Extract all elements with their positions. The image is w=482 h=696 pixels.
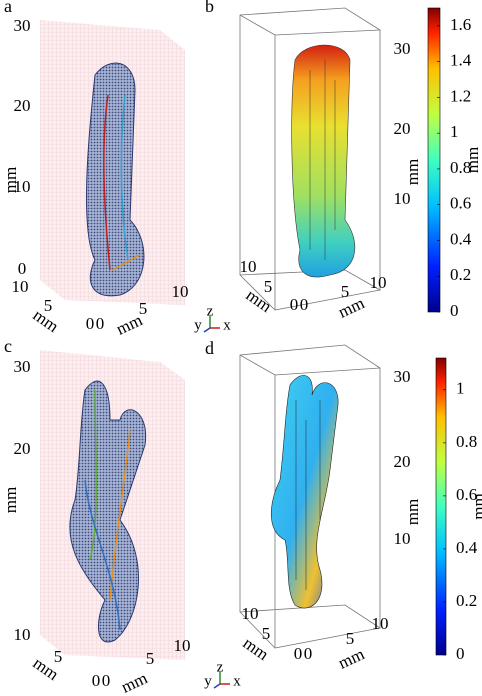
x-tick-label: 5 [139, 299, 148, 318]
colorbar-tick-label: 0.2 [456, 591, 477, 610]
x-tick-label: 0 [304, 644, 313, 663]
y-tick-label: 0 [290, 295, 299, 314]
x-tick-label: 0 [102, 671, 111, 690]
colorbar-label: mm [463, 147, 482, 173]
panel-d-surface [239, 344, 381, 649]
triad-label: y [194, 317, 202, 333]
triad-label: x [223, 317, 231, 333]
x-tick-label: 0 [300, 295, 309, 314]
y-tick-label: 10 [240, 257, 257, 276]
colorbar-label: mm [469, 493, 482, 519]
y-tick-label: 10 [12, 277, 29, 296]
colorbar-tick-label: 0.6 [456, 485, 477, 504]
colorbar-tick-label: 0 [456, 644, 465, 663]
y-tick-label: 0 [86, 314, 95, 333]
z-axis-label: mm [1, 167, 20, 193]
panel-label: b [205, 0, 214, 16]
colorbar-tick-label: 0.8 [450, 158, 471, 177]
x-axis-label: mm [335, 644, 367, 672]
x-tick-label: 0 [96, 314, 105, 333]
triad-axis [213, 683, 221, 689]
panel-c-volume [40, 350, 185, 660]
z-tick-label: 10 [394, 529, 411, 548]
z-tick-label: 30 [14, 357, 31, 376]
colorbar-tick-label: 0 [450, 301, 459, 320]
z-tick-label: 20 [14, 439, 31, 458]
x-axis-label: mm [118, 668, 150, 696]
z-tick-label: 20 [14, 96, 31, 115]
z-tick-label: 30 [14, 16, 31, 35]
x-tick-label: 5 [346, 629, 355, 648]
colorbar-tick-label: 0.8 [456, 432, 477, 451]
x-tick-label: 10 [172, 282, 189, 301]
z-tick-label: 30 [394, 367, 411, 386]
z-axis-label: mm [403, 499, 422, 525]
panel-label: c [4, 336, 12, 356]
y-tick-label: 5 [44, 296, 53, 315]
z-tick-label: 0 [18, 259, 27, 278]
panel-b-surface [239, 7, 381, 311]
colorbar [427, 7, 441, 313]
colorbar-tick-label: 1.4 [450, 51, 472, 70]
y-tick-label: 10 [14, 625, 31, 644]
x-tick-label: 5 [146, 649, 155, 668]
colorbar-tick-label: 0.4 [450, 229, 472, 248]
triad-label: y [204, 673, 212, 689]
colorbar-tick-label: 1.6 [450, 15, 471, 34]
triad-label: z [207, 303, 214, 319]
z-tick-label: 20 [394, 452, 411, 471]
z-tick-label: 10 [14, 177, 31, 196]
y-axis-label: mm [30, 305, 63, 336]
y-tick-label: 0 [92, 671, 101, 690]
triad-label: z [217, 659, 224, 675]
panel-a-volume [40, 20, 185, 305]
y-tick-label: 10 [242, 604, 259, 623]
panel-label: a [4, 0, 12, 16]
y-tick-label: 5 [54, 647, 63, 666]
triad-axis [203, 327, 211, 333]
x-tick-label: 10 [370, 273, 387, 292]
panel-label: d [205, 338, 214, 358]
y-tick-label: 0 [294, 644, 303, 663]
triad-label: x [233, 673, 241, 689]
colorbar-tick-label: 1.2 [450, 86, 471, 105]
colorbar [435, 357, 447, 656]
z-tick-label: 30 [394, 39, 411, 58]
x-tick-label: 10 [174, 636, 191, 655]
z-axis-label: mm [403, 159, 422, 185]
z-tick-label: 20 [394, 119, 411, 138]
colorbar-tick-label: 0.6 [450, 194, 471, 213]
y-tick-label: 5 [264, 277, 273, 296]
z-tick-label: 10 [394, 189, 411, 208]
z-axis-label: mm [1, 487, 20, 513]
colorbar-tick-label: 1 [456, 379, 465, 398]
y-tick-label: 5 [262, 624, 271, 643]
x-tick-label: 5 [341, 282, 350, 301]
colorbar-tick-label: 0.4 [456, 538, 478, 557]
colorbar-tick-label: 1 [450, 122, 459, 141]
x-tick-label: 10 [372, 614, 389, 633]
colorbar-tick-label: 0.2 [450, 265, 471, 284]
